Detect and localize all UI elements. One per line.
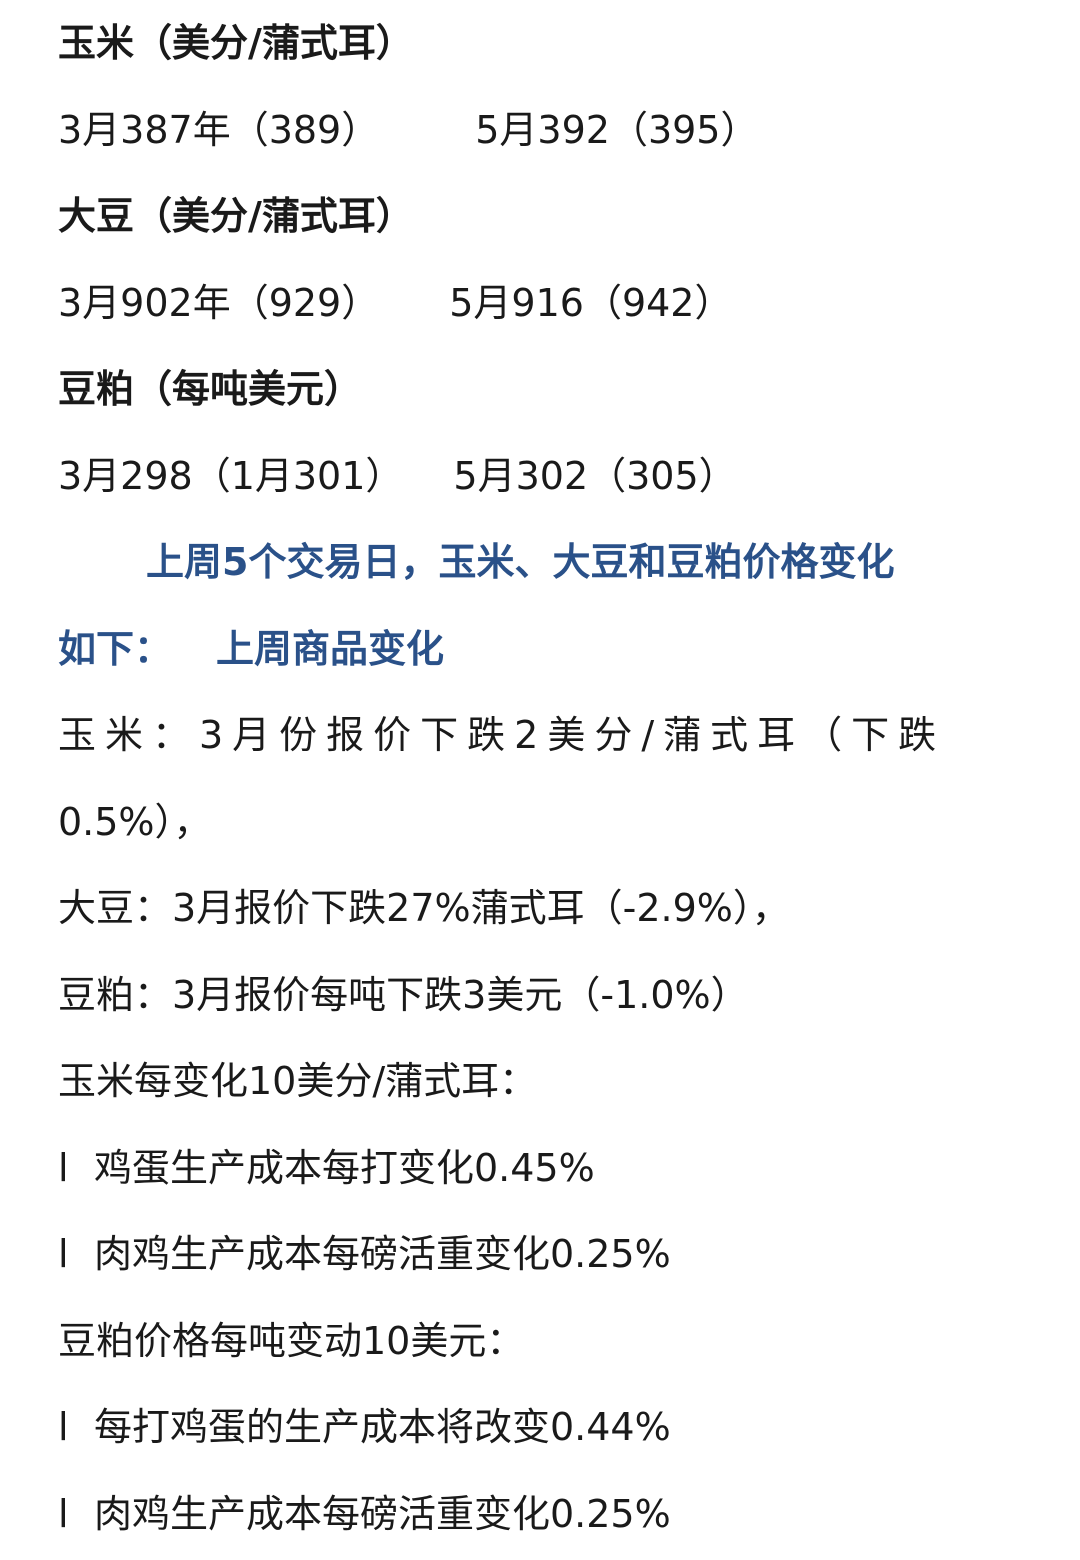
soymeal-may-price: 5月302（305） (453, 453, 737, 498)
soymeal-change: 豆粕：3月报价每吨下跌3美元（-1.0%） (58, 972, 749, 1017)
summary-subtitle: 上周商品变化 (216, 626, 445, 671)
soybean-may-price: 5月916（942） (449, 280, 733, 325)
corn-change-line2: 0.5%）， (58, 799, 212, 844)
bullet-icon: l (58, 1232, 69, 1276)
corn-prices: 3月387年（389） 5月392（395） (58, 87, 1080, 174)
list-item-text: 肉鸡生产成本每磅活重变化0.25% (94, 1491, 671, 1536)
bullet-icon: l (58, 1145, 69, 1190)
soybean-march-price: 3月902年（929） (58, 280, 380, 325)
bullet-icon: l (58, 1405, 69, 1449)
soymeal-heading: 豆粕（每吨美元） (58, 367, 363, 411)
soybean-change: 大豆：3月报价下跌27%蒲式耳（-2.9%）， (58, 886, 790, 930)
corn-change-line1: 玉米：3月份报价下跌2美分/蒲式耳（下跌 (58, 713, 946, 757)
soymeal-prices: 3月298（1月301） 5月302（305） (58, 433, 1080, 520)
corn-may-price: 5月392（395） (475, 107, 759, 152)
summary-heading-line1: 上周5个交易日，玉米、大豆和豆粕价格变化 (146, 540, 895, 584)
corn-impact-title: 玉米每变化10美分/蒲式耳： (58, 1059, 538, 1103)
list-item-text: 鸡蛋生产成本每打变化0.45% (94, 1145, 595, 1190)
list-item: l 肉鸡生产成本每磅活重变化0.25% (58, 1471, 1080, 1558)
bullet-icon: l (58, 1491, 69, 1536)
soybean-heading: 大豆（美分/蒲式耳） (58, 194, 414, 238)
list-item-text: 每打鸡蛋的生产成本将改变0.44% (94, 1405, 671, 1449)
list-item: l 肉鸡生产成本每磅活重变化0.25% (58, 1211, 1080, 1298)
soybean-prices: 3月902年（929） 5月916（942） (58, 260, 1080, 347)
corn-heading: 玉米（美分/蒲式耳） (58, 21, 414, 65)
summary-as-follows: 如下： (58, 626, 173, 671)
list-item-text: 肉鸡生产成本每磅活重变化0.25% (94, 1232, 671, 1276)
list-item: l 鸡蛋生产成本每打变化0.45% (58, 1125, 1080, 1212)
soymeal-march-price: 3月298（1月301） (58, 453, 404, 498)
corn-march-price: 3月387年（389） (58, 107, 380, 152)
list-item: l 每打鸡蛋的生产成本将改变0.44% (58, 1384, 1080, 1471)
soymeal-impact-title: 豆粕价格每吨变动10美元： (58, 1318, 525, 1363)
summary-heading-line2: 如下： 上周商品变化 (58, 606, 1080, 693)
